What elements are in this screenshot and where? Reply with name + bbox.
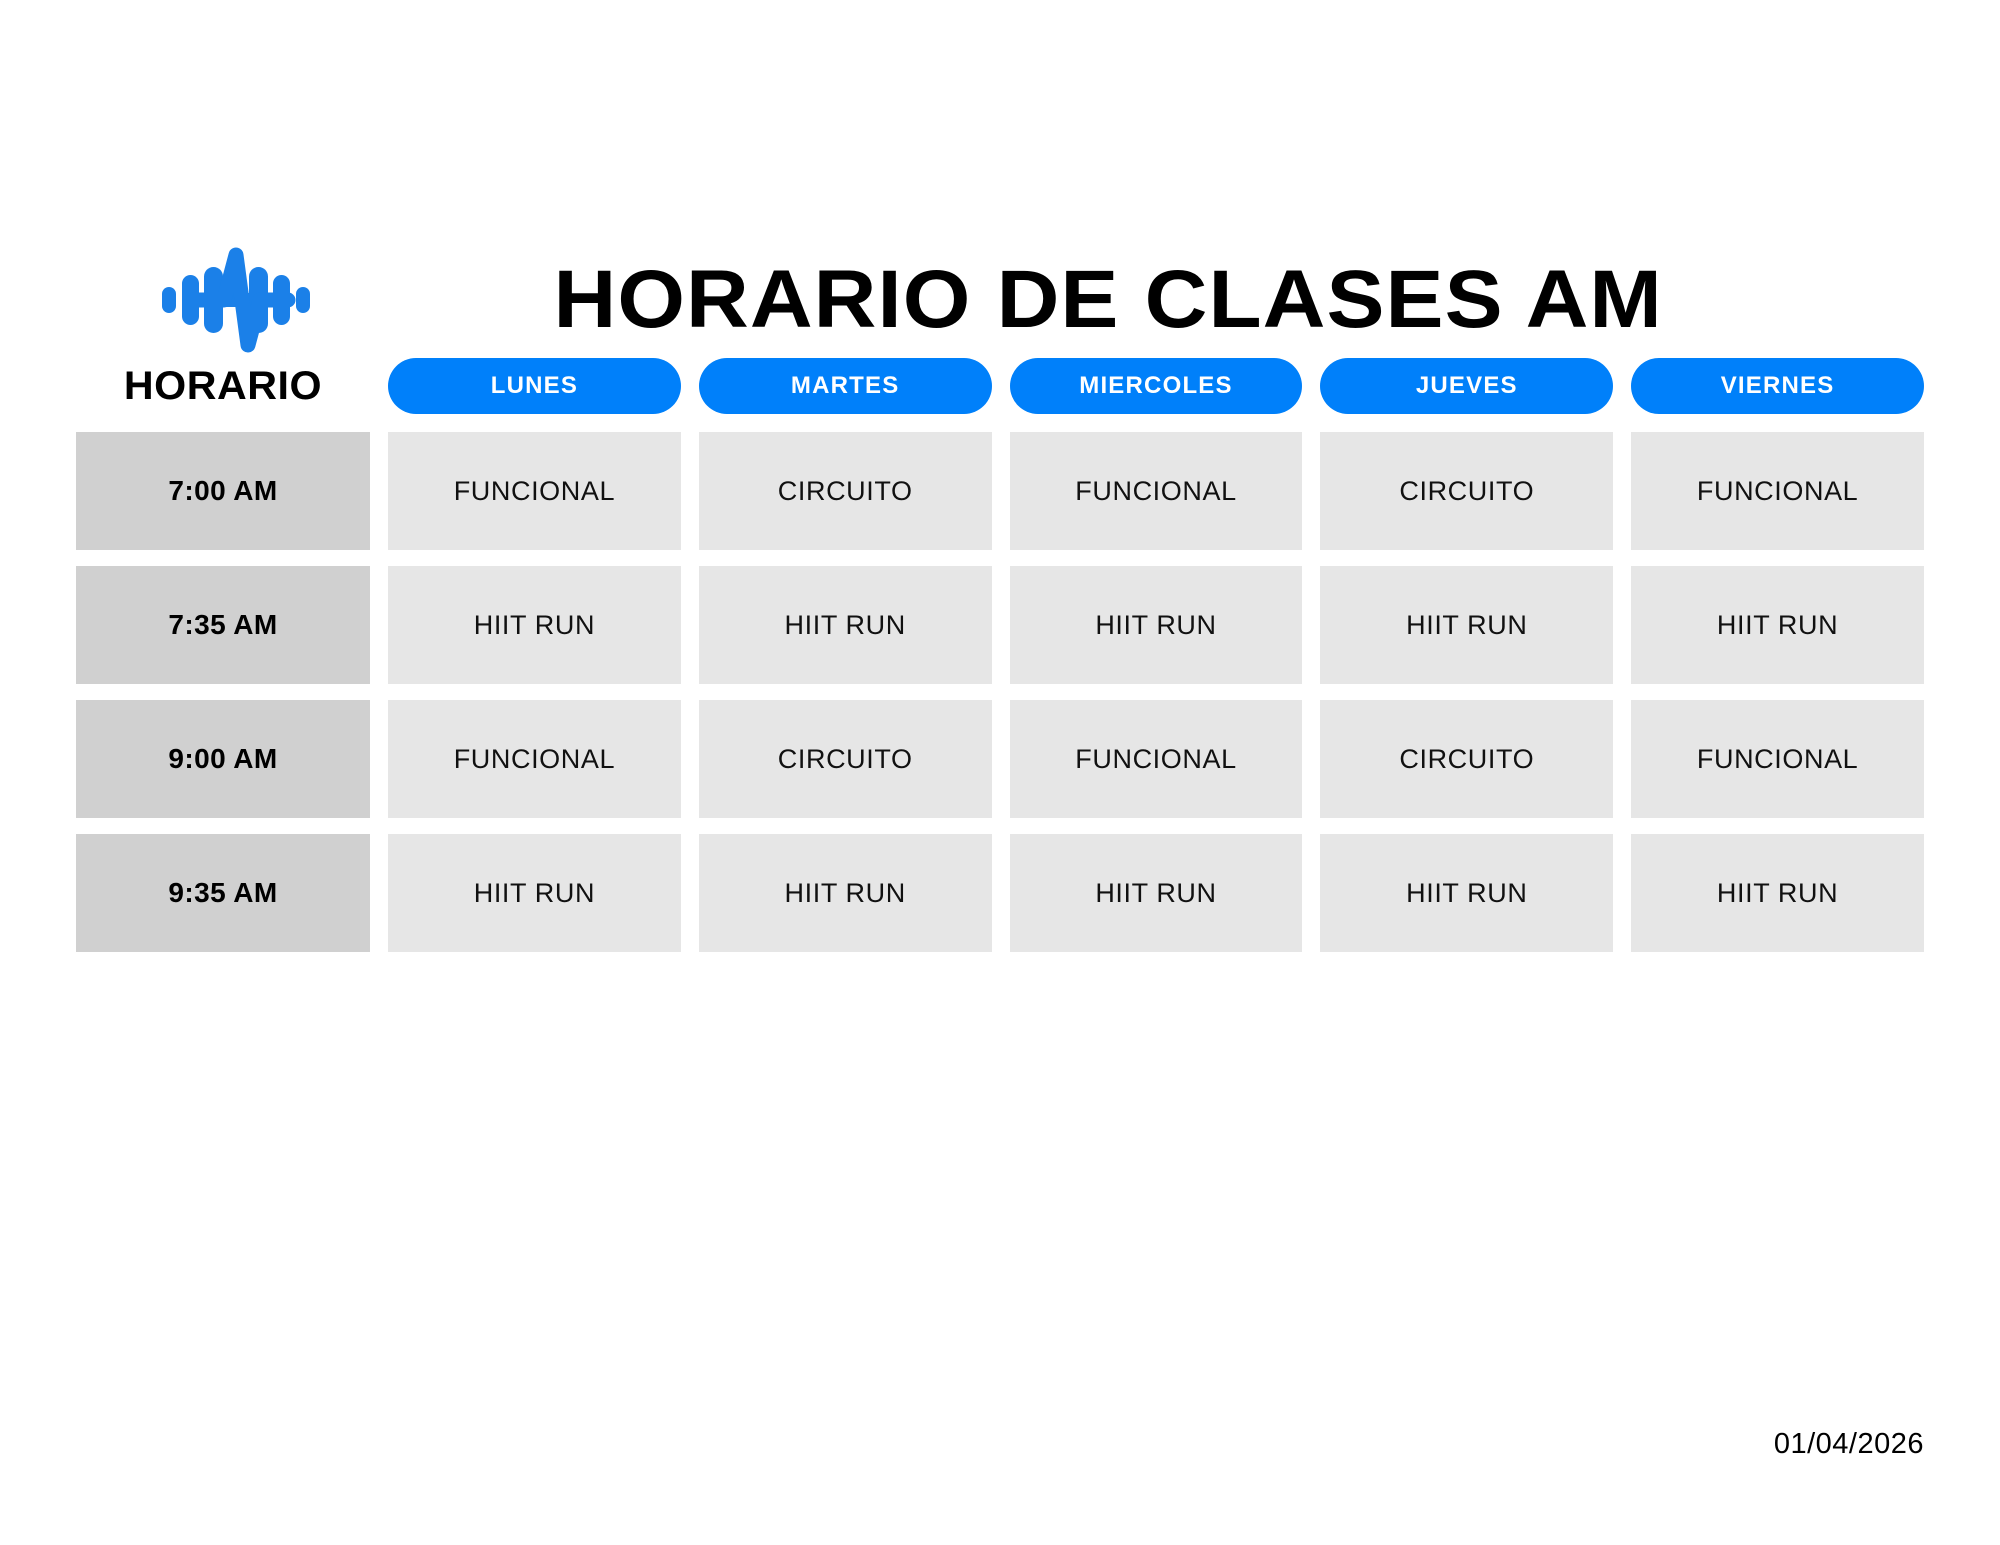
footer-date: 01/04/2026 — [1773, 1428, 1924, 1460]
class-cell[interactable]: FUNCIONAL — [388, 432, 681, 550]
table-row: 7:35 AM HIIT RUN HIIT RUN HIIT RUN HIIT … — [76, 566, 1924, 684]
day-header-martes[interactable]: MARTES — [698, 358, 992, 414]
class-cell[interactable]: CIRCUITO — [1320, 700, 1614, 818]
class-cell[interactable]: CIRCUITO — [698, 700, 992, 818]
class-cell[interactable]: FUNCIONAL — [1631, 432, 1924, 550]
class-cell[interactable]: HIIT RUN — [1320, 566, 1614, 684]
class-cell[interactable]: HIIT RUN — [388, 834, 681, 952]
class-cell[interactable]: FUNCIONAL — [388, 700, 681, 818]
class-cell[interactable]: HIIT RUN — [698, 566, 992, 684]
day-header-jueves[interactable]: JUEVES — [1320, 358, 1614, 414]
class-cell[interactable]: HIIT RUN — [698, 834, 992, 952]
day-header-row: HORARIO LUNES MARTES MIERCOLES JUEVES VI… — [76, 358, 1924, 414]
table-row: 9:35 AM HIIT RUN HIIT RUN HIIT RUN HIIT … — [76, 834, 1924, 952]
time-column-header: HORARIO — [123, 363, 323, 408]
class-cell[interactable]: HIIT RUN — [1009, 566, 1303, 684]
class-cell[interactable]: FUNCIONAL — [1631, 700, 1924, 818]
time-cell: 7:35 AM — [76, 566, 370, 684]
day-header-lunes[interactable]: LUNES — [388, 358, 681, 414]
poster-header: HORARIO DE CLASES AM — [76, 0, 1924, 353]
page-title: HORARIO DE CLASES AM — [553, 254, 1663, 345]
class-cell[interactable]: FUNCIONAL — [1009, 432, 1303, 550]
class-cell[interactable]: HIIT RUN — [1631, 566, 1924, 684]
class-cell[interactable]: HIIT RUN — [1631, 834, 1924, 952]
table-row: 9:00 AM FUNCIONAL CIRCUITO FUNCIONAL CIR… — [76, 700, 1924, 818]
class-cell[interactable]: FUNCIONAL — [1009, 700, 1303, 818]
class-cell[interactable]: CIRCUITO — [698, 432, 992, 550]
class-cell[interactable]: CIRCUITO — [1320, 432, 1614, 550]
table-row: 7:00 AM FUNCIONAL CIRCUITO FUNCIONAL CIR… — [76, 432, 1924, 550]
dumbbell-heartbeat-icon — [116, 245, 356, 355]
time-cell: 9:35 AM — [76, 834, 370, 952]
time-cell: 9:00 AM — [76, 700, 370, 818]
class-cell[interactable]: HIIT RUN — [1009, 834, 1303, 952]
class-cell[interactable]: HIIT RUN — [388, 566, 681, 684]
class-cell[interactable]: HIIT RUN — [1320, 834, 1614, 952]
schedule-grid: 7:00 AM FUNCIONAL CIRCUITO FUNCIONAL CIR… — [76, 432, 1924, 952]
day-header-viernes[interactable]: VIERNES — [1631, 358, 1924, 414]
day-header-miercoles[interactable]: MIERCOLES — [1009, 358, 1303, 414]
time-cell: 7:00 AM — [76, 432, 370, 550]
